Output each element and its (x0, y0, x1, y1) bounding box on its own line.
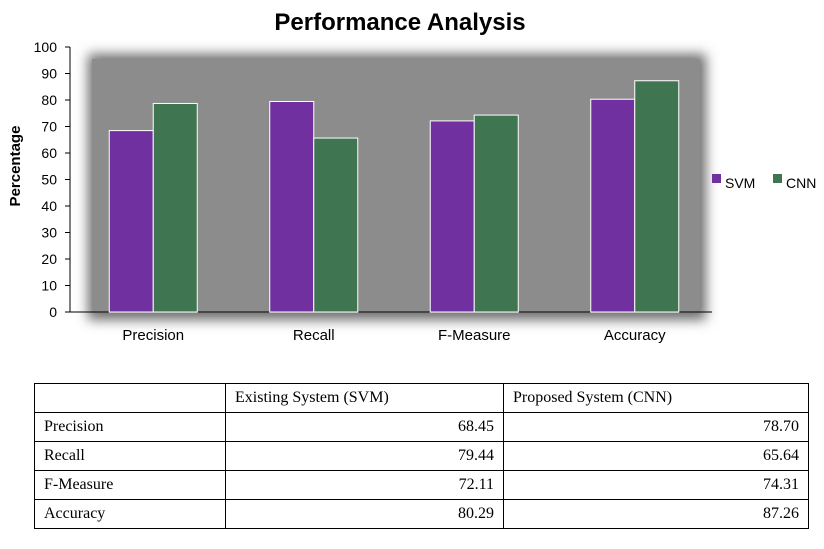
y-tick-label: 80 (41, 92, 57, 108)
table-row: F-Measure 72.11 74.31 (34, 470, 809, 500)
table-row: Recall 79.44 65.64 (34, 441, 809, 471)
x-tick-label: Precision (122, 327, 184, 344)
table-header-cell: Existing System (SVM) (225, 383, 504, 413)
bar-svm-recall (269, 100, 315, 313)
y-tick-label: 10 (41, 278, 57, 294)
cnn-value-cell: 87.26 (503, 499, 809, 529)
y-axis-label: Percentage (7, 126, 24, 207)
metric-name-cell: Accuracy (34, 499, 226, 529)
legend: SVM CNN (712, 174, 816, 191)
table-header-cell (34, 383, 226, 413)
bar-cnn-precision (152, 102, 198, 313)
bar-svm-f-measure (429, 120, 475, 313)
bars (108, 80, 680, 313)
svm-value-cell: 68.45 (225, 412, 504, 442)
y-tick-labels: 0 10 20 30 40 50 60 70 80 90 100 (34, 39, 70, 320)
y-tick-label: 20 (41, 251, 57, 267)
bar-cnn-f-measure (473, 114, 519, 313)
legend-label-cnn: CNN (786, 175, 816, 191)
y-tick-label: 30 (41, 225, 57, 241)
metric-name-cell: Recall (34, 441, 226, 471)
results-table: Existing System (SVM) Proposed System (C… (34, 383, 809, 529)
y-tick-label: 60 (41, 145, 57, 161)
bar-cnn-accuracy (634, 80, 680, 313)
metric-name-cell: F-Measure (34, 470, 226, 500)
cnn-value-cell: 65.64 (503, 441, 809, 471)
bar-svm-accuracy (590, 98, 636, 313)
cnn-value-cell: 78.70 (503, 412, 809, 442)
x-tick-label: Recall (293, 327, 335, 344)
x-tick-labels: Precision Recall F-Measure Accuracy (122, 327, 666, 344)
chart-title: Performance Analysis (274, 9, 525, 36)
x-tick-label: Accuracy (604, 327, 666, 344)
legend-swatch-cnn (773, 174, 782, 183)
bar-svm-precision (108, 130, 154, 313)
table-row: Accuracy 80.29 87.26 (34, 499, 809, 529)
y-tick-label: 90 (41, 66, 57, 82)
y-tick-label: 0 (49, 304, 57, 320)
svm-value-cell: 72.11 (225, 470, 504, 500)
bar-cnn-recall (313, 137, 359, 313)
table-header-cell: Proposed System (CNN) (503, 383, 809, 413)
y-tick-label: 50 (41, 172, 57, 188)
metric-name-cell: Precision (34, 412, 226, 442)
svm-value-cell: 80.29 (225, 499, 504, 529)
performance-bar-chart: Performance Analysis 0 10 20 30 40 50 60 70 80 90… (7, 9, 816, 344)
legend-swatch-svm (712, 174, 721, 183)
y-tick-label: 100 (34, 39, 58, 55)
table-header-row: Existing System (SVM) Proposed System (C… (34, 383, 809, 413)
cnn-value-cell: 74.31 (503, 470, 809, 500)
y-tick-label: 40 (41, 198, 57, 214)
x-tick-label: F-Measure (438, 327, 511, 344)
svm-value-cell: 79.44 (225, 441, 504, 471)
y-tick-label: 70 (41, 119, 57, 135)
table-row: Precision 68.45 78.70 (34, 412, 809, 442)
legend-label-svm: SVM (725, 175, 755, 191)
